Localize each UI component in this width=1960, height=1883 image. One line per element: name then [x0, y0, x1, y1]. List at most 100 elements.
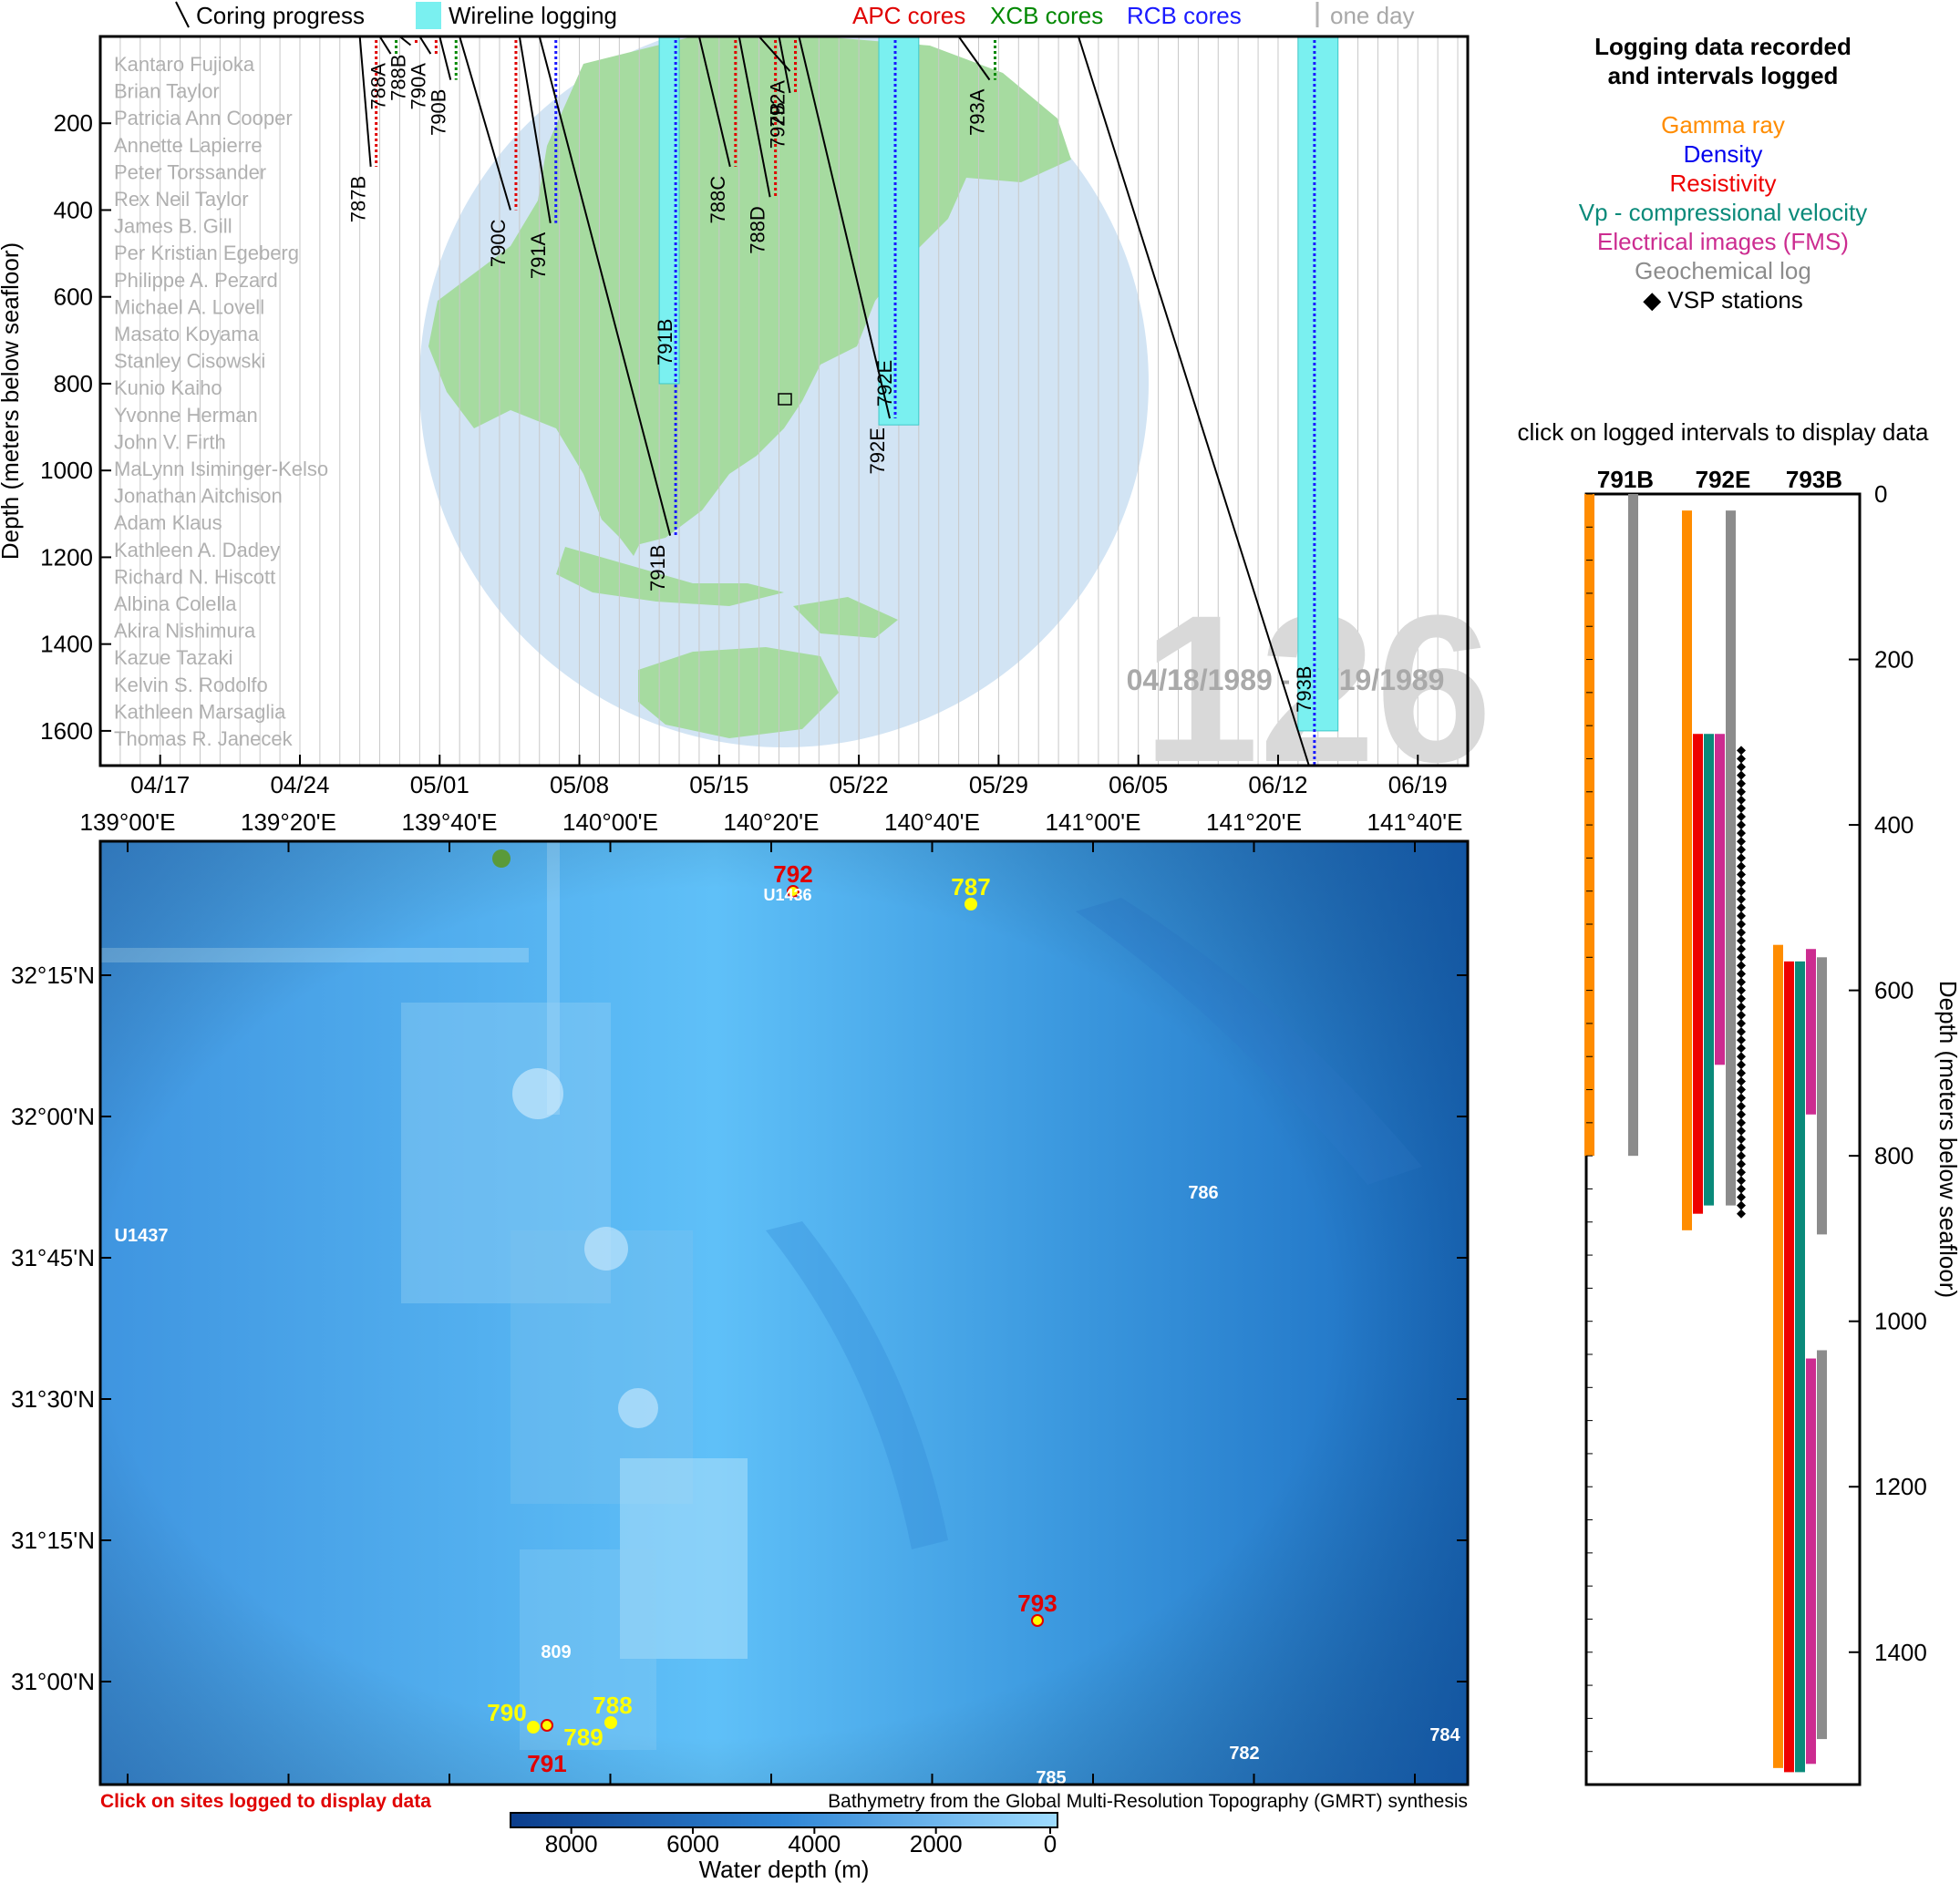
vsp-station[interactable] — [1737, 1200, 1746, 1210]
y-tick-label: 1400 — [40, 631, 93, 658]
vsp-station[interactable] — [1737, 869, 1746, 880]
vsp-station[interactable] — [1737, 1117, 1746, 1127]
vsp-station[interactable] — [1737, 1018, 1746, 1028]
wireline-label-791B: 791B — [654, 319, 676, 365]
interval-793B-gamma-ray[interactable] — [1773, 944, 1783, 1768]
interval-791B-geochemical-log[interactable] — [1628, 494, 1638, 1157]
vsp-station[interactable] — [1737, 936, 1746, 946]
vsp-station[interactable] — [1737, 894, 1746, 904]
vsp-station[interactable] — [1737, 1093, 1746, 1103]
x-tick-label: 05/22 — [830, 771, 889, 798]
vsp-station[interactable] — [1737, 1109, 1746, 1119]
vsp-station[interactable] — [1737, 803, 1746, 813]
site-marker-791[interactable] — [541, 1719, 553, 1732]
interval-792E-gamma-ray[interactable] — [1682, 510, 1692, 1230]
vsp-station[interactable] — [1737, 928, 1746, 938]
progress-line-790B — [438, 36, 452, 80]
vsp-station[interactable] — [1737, 1159, 1746, 1169]
interval-792E-resistivity[interactable] — [1693, 734, 1703, 1214]
site-label-u1437: U1437 — [115, 1226, 169, 1246]
vsp-station[interactable] — [1737, 902, 1746, 912]
vsp-station[interactable] — [1737, 1143, 1746, 1153]
interval-792E-vp-compressional-velocity[interactable] — [1704, 734, 1714, 1206]
vsp-station[interactable] — [1737, 1027, 1746, 1036]
vsp-station[interactable] — [1737, 1010, 1746, 1020]
site-label-791[interactable]: 791 — [527, 1750, 566, 1777]
vsp-station[interactable] — [1737, 1192, 1746, 1202]
vsp-station[interactable] — [1737, 1135, 1746, 1144]
wireline-interval-793B[interactable] — [1297, 36, 1339, 732]
site-label-789: 789 — [563, 1724, 603, 1751]
vsp-station[interactable] — [1737, 787, 1746, 797]
vsp-station[interactable] — [1737, 944, 1746, 954]
vsp-station[interactable] — [1737, 920, 1746, 929]
y-tick-label: 200 — [54, 109, 93, 137]
vsp-station[interactable] — [1737, 911, 1746, 921]
scientist-name: Akira Nishimura — [114, 620, 256, 643]
vsp-station[interactable] — [1737, 746, 1746, 756]
vsp-station[interactable] — [1737, 795, 1746, 805]
right-y-tick-label: 400 — [1874, 811, 1914, 839]
legend-gamma-ray: Gamma ray — [1661, 111, 1785, 139]
vsp-station[interactable] — [1737, 820, 1746, 830]
vsp-station[interactable] — [1737, 977, 1746, 987]
vsp-station[interactable] — [1737, 828, 1746, 839]
interval-793B-resistivity[interactable] — [1784, 961, 1794, 1773]
vsp-station[interactable] — [1737, 754, 1746, 764]
vsp-station[interactable] — [1737, 1085, 1746, 1095]
vsp-station[interactable] — [1737, 1076, 1746, 1086]
vsp-station[interactable] — [1737, 1060, 1746, 1070]
vsp-station[interactable] — [1737, 1151, 1746, 1161]
colorbar-label: Water depth (m) — [699, 1856, 870, 1883]
vsp-station[interactable] — [1737, 1176, 1746, 1186]
vsp-station[interactable] — [1737, 1035, 1746, 1045]
vsp-station[interactable] — [1737, 1209, 1746, 1219]
wireline-interval-792E[interactable] — [878, 36, 920, 426]
wireline-interval-791B[interactable] — [658, 36, 680, 385]
vsp-station[interactable] — [1737, 778, 1746, 788]
right-y-tick-label: 200 — [1874, 646, 1914, 674]
interval-793B-electrical-images-fms-[interactable] — [1806, 1358, 1816, 1765]
interval-793B-vp-compressional-velocity[interactable] — [1795, 961, 1805, 1773]
vsp-station[interactable] — [1737, 1044, 1746, 1054]
vsp-station[interactable] — [1737, 812, 1746, 821]
logged-interval-bars[interactable] — [1584, 494, 1827, 1773]
vsp-station[interactable] — [1737, 1126, 1746, 1136]
vsp-station[interactable] — [1737, 1002, 1746, 1012]
vsp-station[interactable] — [1737, 1101, 1746, 1111]
interval-793B-geochemical-log[interactable] — [1817, 957, 1827, 1235]
vsp-station[interactable] — [1737, 1168, 1746, 1178]
vsp-station[interactable] — [1737, 853, 1746, 863]
site-label-784: 784 — [1429, 1725, 1460, 1745]
vsp-station[interactable] — [1737, 886, 1746, 896]
top-plot-axes: 04/17 04/24 05/01 05/08 05/15 05/22 05/29 06/05… — [40, 109, 1448, 798]
interval-792E-electrical-images-fms-[interactable] — [1715, 734, 1725, 1065]
interval-792E-geochemical-log[interactable] — [1726, 510, 1736, 1206]
vsp-station[interactable] — [1737, 952, 1746, 962]
vsp-station[interactable] — [1737, 770, 1746, 780]
vsp-station[interactable] — [1737, 961, 1746, 971]
vsp-station[interactable] — [1737, 1052, 1746, 1062]
site-marker-792[interactable] — [787, 885, 799, 898]
site-label-793[interactable]: 793 — [1017, 1590, 1057, 1617]
progress-line-793A — [957, 36, 991, 81]
vsp-station[interactable] — [1737, 861, 1746, 871]
vsp-station[interactable] — [1737, 845, 1746, 855]
site-label-792[interactable]: 792 — [773, 860, 812, 888]
vsp-station[interactable] — [1737, 1184, 1746, 1194]
vsp-station[interactable] — [1737, 1068, 1746, 1078]
wireline-logging-intervals[interactable]: 791B 792E 793B — [654, 36, 1339, 732]
vsp-station[interactable] — [1737, 878, 1746, 888]
vsp-station[interactable] — [1737, 985, 1746, 995]
vsp-station[interactable] — [1737, 993, 1746, 1003]
interval-793B-geochemical-log[interactable] — [1817, 1350, 1827, 1740]
vsp-station[interactable] — [1737, 837, 1746, 847]
scientist-name: Stanley Cisowski — [114, 350, 265, 373]
map-click-note[interactable]: Click on sites logged to display data — [100, 1791, 431, 1812]
interval-793B-electrical-images-fms-[interactable] — [1806, 949, 1816, 1115]
vsp-station[interactable] — [1737, 762, 1746, 772]
vsp-station[interactable] — [1737, 969, 1746, 979]
y-tick-label: 400 — [54, 196, 93, 223]
site-marker-793[interactable] — [1031, 1614, 1044, 1627]
